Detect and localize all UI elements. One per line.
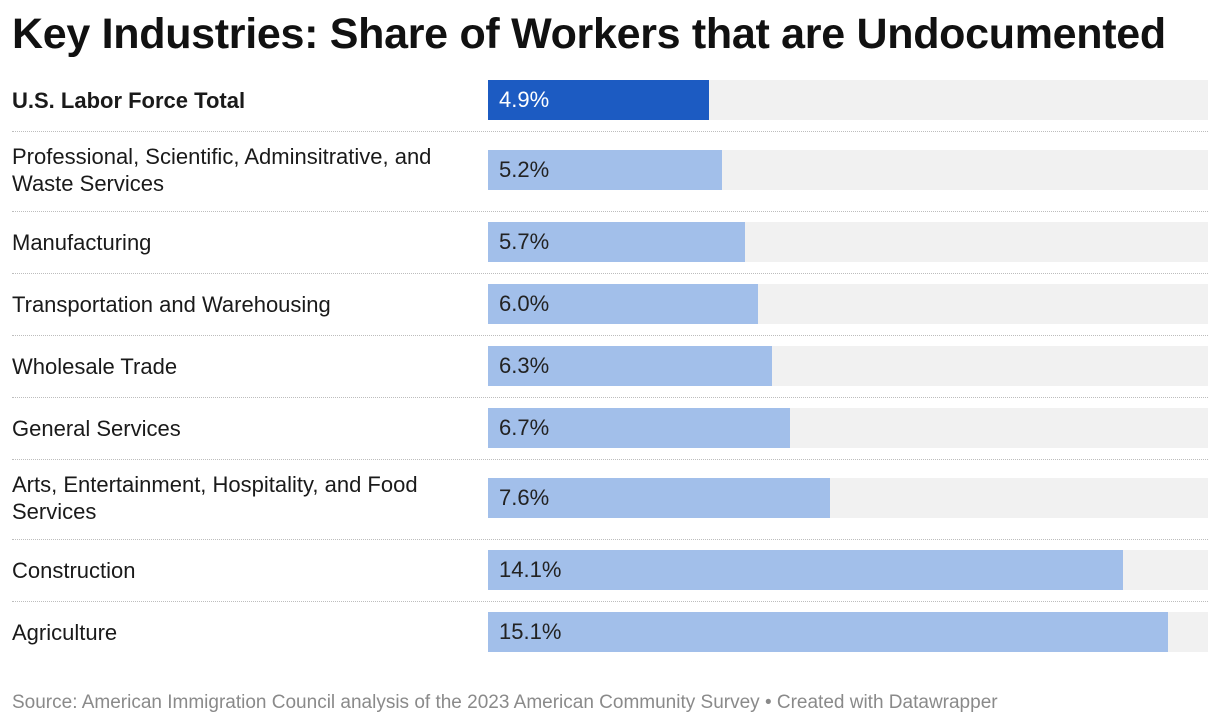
data-label: 7.6% xyxy=(499,485,550,510)
row-divider xyxy=(12,459,1208,460)
row-divider xyxy=(12,601,1208,602)
category-label: Arts, Entertainment, Hospitality, and Fo… xyxy=(12,472,418,524)
source-note: Source: American Immigration Council ana… xyxy=(12,692,998,713)
category-label: Manufacturing xyxy=(12,229,152,255)
bar-track: 6.0% xyxy=(488,284,1208,324)
row-divider xyxy=(12,539,1208,540)
bar: 14.1% xyxy=(488,550,1123,590)
bar-track: 5.7% xyxy=(488,222,1208,262)
bar-track: 5.2% xyxy=(488,150,1208,190)
bar: 5.2% xyxy=(488,150,722,190)
data-label: 6.0% xyxy=(499,291,550,316)
bar: 6.0% xyxy=(488,284,758,324)
data-label: 6.3% xyxy=(499,353,550,378)
data-label: 14.1% xyxy=(499,557,562,582)
data-label: 5.7% xyxy=(499,229,550,254)
category-label: Agriculture xyxy=(12,619,118,645)
bar: 5.7% xyxy=(488,222,745,262)
bar: 4.9% xyxy=(488,80,709,120)
bar-track: 6.7% xyxy=(488,408,1208,448)
row-divider xyxy=(12,335,1208,336)
category-label: Professional, Scientific, Adminsitrative… xyxy=(12,144,432,196)
bar-track: 7.6% xyxy=(488,478,1208,518)
chart-title: Key Industries: Share of Workers that ar… xyxy=(12,10,1166,58)
row-divider xyxy=(12,211,1208,212)
category-label: Transportation and Warehousing xyxy=(12,291,331,317)
category-label: General Services xyxy=(12,415,181,441)
row-divider xyxy=(12,397,1208,398)
data-label: 4.9% xyxy=(499,87,550,112)
bar-track: 4.9% xyxy=(488,80,1208,120)
bar: 15.1% xyxy=(488,612,1168,652)
bar-track: 14.1% xyxy=(488,550,1208,590)
category-label: Construction xyxy=(12,557,136,583)
category-label: U.S. Labor Force Total xyxy=(12,87,246,113)
bar: 6.7% xyxy=(488,408,790,448)
row-divider xyxy=(12,131,1208,132)
data-label: 6.7% xyxy=(499,415,550,440)
data-label: 15.1% xyxy=(499,619,562,644)
bar: 6.3% xyxy=(488,346,772,386)
bar: 7.6% xyxy=(488,478,830,518)
row-divider xyxy=(12,273,1208,274)
data-label: 5.2% xyxy=(499,157,550,182)
bar-track: 6.3% xyxy=(488,346,1208,386)
bar-track: 15.1% xyxy=(488,612,1208,652)
category-label: Wholesale Trade xyxy=(12,353,178,379)
